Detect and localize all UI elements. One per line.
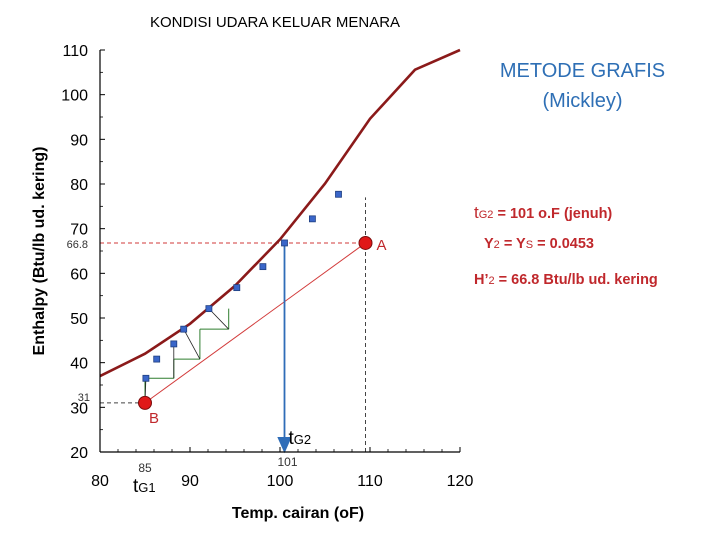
note-y2-mid: = Y bbox=[499, 236, 526, 252]
curve-point-2 bbox=[170, 340, 178, 348]
tie-line-3 bbox=[208, 308, 229, 330]
tg1-label-sub: G1 bbox=[138, 480, 155, 495]
note-tg2-main: t bbox=[474, 203, 479, 222]
x-tick-label-80: 80 bbox=[91, 473, 109, 490]
curve-point-1 bbox=[153, 355, 161, 363]
note-tg2: tG2 = 101 o.F (jenuh) bbox=[474, 203, 612, 223]
curve-point-6 bbox=[259, 263, 267, 271]
y-axis-label: Enthalpy (Btu/lb ud. kering) bbox=[31, 147, 48, 356]
tg1-label-main: t bbox=[133, 476, 139, 497]
curve-point-0 bbox=[142, 374, 150, 382]
note-y2: Y2 = YS = 0.0453 bbox=[484, 236, 594, 252]
saturation-curve bbox=[99, 48, 461, 378]
point-a-marker bbox=[358, 235, 373, 250]
page-title: KONDISI UDARA KELUAR MENARA bbox=[150, 14, 401, 31]
x-tick-label-100: 100 bbox=[267, 473, 294, 490]
note-y2-sub: 2 bbox=[493, 239, 500, 251]
note-h2: H’2 = 66.8 Btu/lb ud. kering bbox=[474, 272, 658, 288]
note-tg2-rest: = 101 o.F (jenuh) bbox=[493, 206, 613, 222]
y-tick-label-110: 110 bbox=[62, 43, 88, 60]
curve-point-4 bbox=[205, 305, 213, 313]
x-tick-label-120: 120 bbox=[447, 473, 474, 490]
y-tick-label-90: 90 bbox=[70, 132, 88, 149]
method-title: METODE GRAFIS (Mickley) bbox=[475, 56, 690, 116]
note-tg2-sub: G2 bbox=[478, 209, 494, 221]
x-tick-label-110: 110 bbox=[357, 473, 383, 490]
tg1-value-label: 85 bbox=[138, 461, 152, 475]
point-a-label: A bbox=[377, 237, 387, 254]
y-tick-label-20: 20 bbox=[70, 445, 88, 462]
tg1-label: tG1 bbox=[133, 476, 156, 497]
note-y2-sub2: S bbox=[525, 239, 534, 251]
curve-point-3 bbox=[180, 325, 188, 333]
point-b-marker bbox=[138, 395, 152, 410]
curve-point-7 bbox=[281, 239, 288, 247]
note-h2-sub: 2 bbox=[488, 275, 495, 287]
curve-point-8 bbox=[308, 215, 316, 223]
y-tick-label-80: 80 bbox=[70, 177, 88, 194]
y-tick-label-60: 60 bbox=[70, 266, 88, 283]
tie-line-2 bbox=[183, 328, 201, 360]
y-tick-label-50: 50 bbox=[70, 311, 88, 328]
method-title-sub: (Mickley) bbox=[542, 90, 623, 112]
curve-point-5 bbox=[233, 284, 241, 292]
h-b-label: 31 bbox=[78, 392, 90, 404]
tg2-value-label: 101 bbox=[277, 455, 297, 469]
curve-point-9 bbox=[335, 190, 342, 198]
y-tick-label-40: 40 bbox=[70, 356, 88, 373]
method-title-main: METODE GRAFIS bbox=[499, 60, 666, 82]
note-y2-main: Y bbox=[484, 236, 494, 252]
tg2-label-main: t bbox=[289, 428, 295, 449]
y-tick-label-70: 70 bbox=[70, 222, 88, 239]
h-a-label: 66.8 bbox=[67, 239, 88, 251]
x-tick-label-90: 90 bbox=[181, 473, 199, 490]
x-axis-label: Temp. cairan (oF) bbox=[232, 505, 364, 522]
tg2-label-sub: G2 bbox=[294, 432, 311, 447]
y-tick-label-30: 30 bbox=[70, 400, 88, 417]
note-h2-rest: = 66.8 Btu/lb ud. kering bbox=[494, 272, 658, 288]
note-h2-main: H’ bbox=[474, 272, 489, 288]
y-tick-label-100: 100 bbox=[61, 88, 88, 105]
note-y2-rest: = 0.0453 bbox=[533, 236, 594, 252]
tg2-label: tG2 bbox=[289, 428, 312, 449]
point-b-label: B bbox=[149, 410, 159, 427]
operating-line bbox=[144, 242, 366, 404]
